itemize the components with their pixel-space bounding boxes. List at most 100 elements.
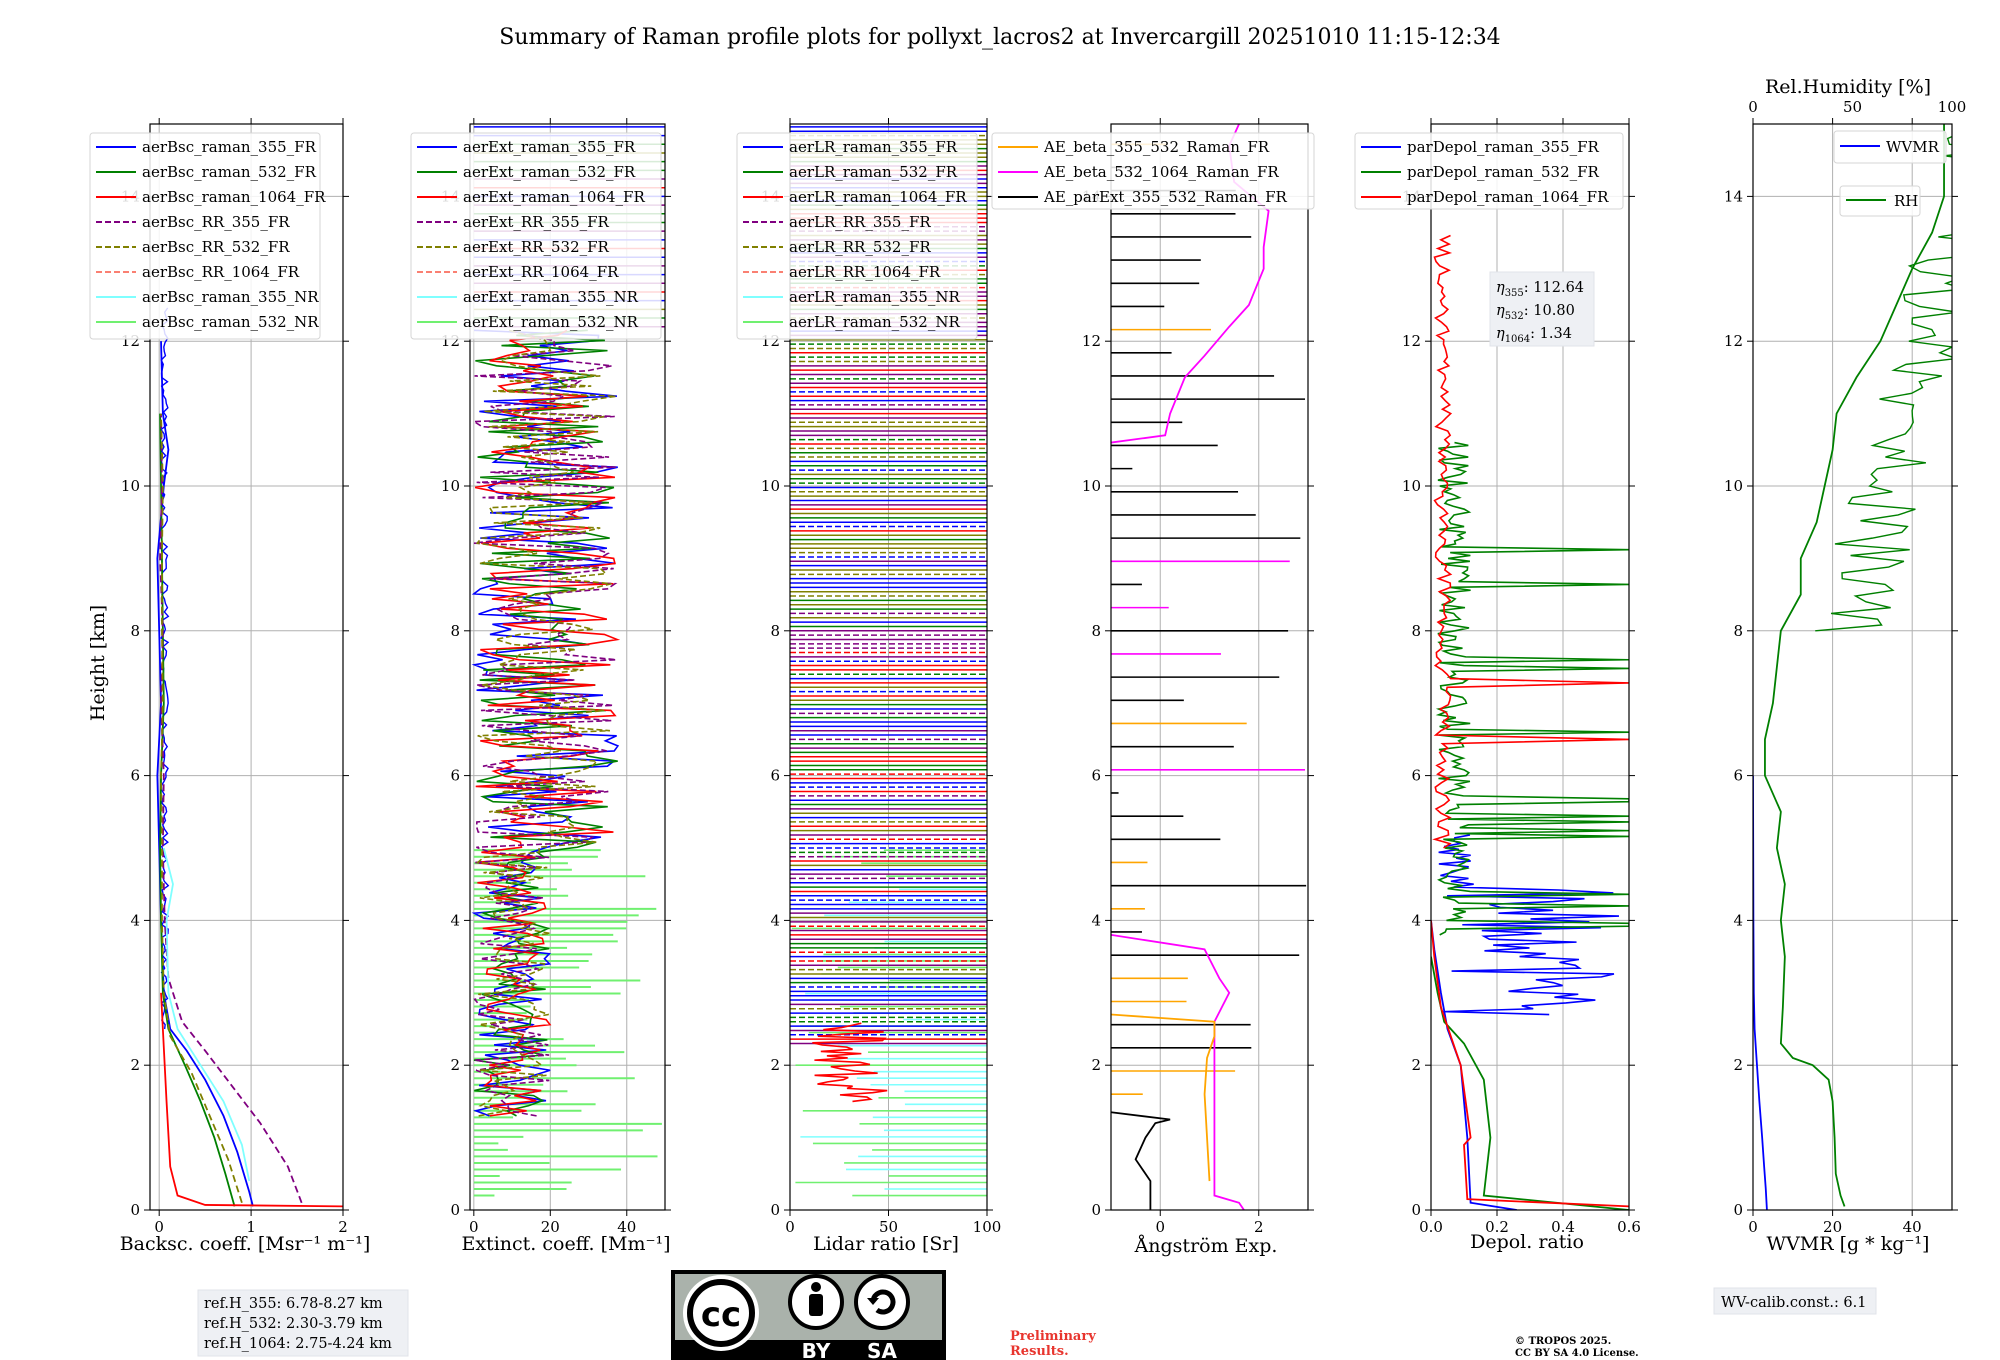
ytick-label-lr: 8	[770, 622, 780, 640]
legend-label: aerExt_RR_532_FR	[463, 238, 610, 256]
legend-label: aerBsc_raman_532_FR	[142, 163, 317, 181]
legend-label: AE_beta_355_532_Raman_FR	[1043, 138, 1270, 156]
ytick-label-wv: 4	[1733, 911, 1743, 929]
person-icon	[811, 1282, 821, 1292]
panel-depolarization: 0.00.20.40.602468101214parDepol_raman_35…	[1354, 118, 1641, 1236]
xtick-label-ext: 40	[617, 1218, 636, 1236]
rh-noise	[1815, 135, 1952, 632]
legend-depol: parDepol_raman_355_FR parDepol_raman_532_…	[1354, 132, 1624, 210]
depol-eta-box: η355: 112.64 η532: 10.80 η1064: 1.34	[1489, 271, 1595, 347]
ylabel-height: Height [km]	[87, 605, 109, 721]
depol-red-noise	[1432, 234, 1629, 849]
ytick-label-ae: 6	[1091, 767, 1101, 785]
xtick-label-ext: 20	[541, 1218, 560, 1236]
ytick-label-wv: 10	[1724, 477, 1743, 495]
ytick-label-lr: 4	[770, 911, 780, 929]
preliminary-line2: Results.	[1010, 1344, 1069, 1359]
xtick-label-lr: 100	[973, 1218, 1002, 1236]
legend-label: aerBsc_RR_532_FR	[142, 238, 290, 256]
legend-label: aerLR_raman_355_FR	[789, 138, 958, 156]
ytick-label-depol: 6	[1411, 767, 1421, 785]
ext-series-purple	[471, 329, 618, 1117]
series-AE_beta_532_1064_Raman_FR	[1111, 933, 1245, 1210]
eta1064-value: 1.34	[1540, 326, 1572, 342]
ytick-label-ext: 6	[450, 767, 460, 785]
ytick-label-depol: 8	[1411, 622, 1421, 640]
panel-angstrom: 0202468101214AE_beta_355_532_Raman_FRAE_…	[991, 118, 1315, 1236]
xlabel-depol: Depol. ratio	[1470, 1231, 1584, 1253]
depol-green-noise	[1435, 441, 1629, 936]
panel-lidar-ratio: 05010002468101214aerLR_raman_355_FRaerLR…	[736, 118, 1002, 1236]
ytick-label-ae: 4	[1091, 911, 1101, 929]
top-xtick-label: 100	[1938, 98, 1967, 116]
legend-label: AE_beta_532_1064_Raman_FR	[1043, 163, 1279, 181]
license-sa: SA	[867, 1339, 897, 1360]
depol-blue-noise	[1438, 834, 1620, 1016]
legend-label: aerExt_RR_1064_FR	[463, 263, 619, 281]
axes-frame	[149, 123, 344, 1211]
xtick-label-depol: 0.4	[1551, 1218, 1575, 1236]
xlabel-lr: Lidar ratio [Sr]	[813, 1233, 959, 1255]
series-RH	[1764, 124, 1945, 1207]
axes-frame	[1110, 123, 1309, 1211]
legend-label: aerBsc_raman_1064_FR	[142, 188, 326, 206]
chart-title: Summary of Raman profile plots for polly…	[499, 25, 1500, 50]
series-WVMR	[1753, 775, 1768, 1210]
series-aerBsc_raman_355_NR	[162, 847, 251, 1182]
ytick-label-lr: 10	[761, 477, 780, 495]
xtick-label-ae: 2	[1254, 1218, 1264, 1236]
series-aerBsc_RR_355_FR	[159, 413, 303, 1204]
xtick-label-wv: 0	[1748, 1218, 1758, 1236]
ytick-label-ext: 2	[450, 1056, 460, 1074]
panel-backscatter: 01202468101214aerBsc_raman_355_FRaerBsc_…	[89, 118, 349, 1236]
legend-label: parDepol_raman_1064_FR	[1407, 188, 1609, 206]
legend-label: WVMR	[1886, 138, 1940, 156]
eta532-label: η532: 10.80	[1496, 303, 1575, 322]
ytick-label-wv: 14	[1724, 187, 1743, 205]
ytick-label-depol: 4	[1411, 911, 1421, 929]
ytick-label-bsc: 6	[130, 767, 140, 785]
ytick-label-wv: 2	[1733, 1056, 1743, 1074]
axes-frame	[1752, 123, 1953, 1211]
series-parDepol_raman_532_FR	[1431, 956, 1629, 1210]
ytick-label-ae: 2	[1091, 1056, 1101, 1074]
xtick-label-depol: 0.2	[1485, 1218, 1509, 1236]
series-parDepol_raman_1064_FR	[1431, 920, 1629, 1208]
ytick-label-depol: 10	[1402, 477, 1421, 495]
legend-label: aerExt_raman_355_FR	[463, 138, 636, 156]
xlabel-bsc: Backsc. coeff. [Msr⁻¹ m⁻¹]	[120, 1233, 371, 1255]
axes-frame	[469, 123, 666, 1211]
xtick-label-ext: 0	[469, 1218, 479, 1236]
xtick-label-lr: 50	[879, 1218, 898, 1236]
series-aerBsc_raman_532_FR	[159, 413, 236, 1207]
cc-glyph: cc	[701, 1295, 741, 1335]
ext-series-olive	[475, 329, 617, 1117]
legend-bsc: aerBsc_raman_355_FR aerBsc_raman_532_FRae…	[89, 132, 326, 340]
ytick-label-depol: 12	[1402, 332, 1421, 350]
legend-label: aerLR_raman_1064_FR	[789, 188, 967, 206]
ytick-label-ext: 0	[450, 1201, 460, 1219]
legend-ext: aerExt_raman_355_FR aerExt_raman_532_FRae…	[410, 132, 662, 340]
share-alike-icon	[870, 1289, 896, 1315]
xtick-label-depol: 0.0	[1419, 1218, 1443, 1236]
refh-1064: ref.H_1064: 2.75-4.24 km	[204, 1336, 392, 1352]
legend-ae: AE_beta_355_532_Raman_FR AE_beta_532_1064…	[991, 132, 1315, 210]
series-aerBsc_raman_1064_FR	[160, 992, 343, 1208]
legend-label: aerExt_raman_1064_FR	[463, 188, 645, 206]
eta532-value: 10.80	[1533, 303, 1575, 319]
eta1064-label: η1064: 1.34	[1496, 326, 1572, 345]
top-xlabel-rh: Rel.Humidity [%]	[1765, 76, 1931, 98]
ytick-label-ext: 4	[450, 911, 460, 929]
ytick-label-bsc: 0	[130, 1201, 140, 1219]
legend-label: aerExt_raman_532_FR	[463, 163, 636, 181]
legend-label: aerBsc_raman_532_NR	[142, 313, 319, 331]
refh-355: ref.H_355: 6.78-8.27 km	[204, 1296, 383, 1312]
eta355-label: η355: 112.64	[1496, 280, 1584, 299]
legend-label: aerBsc_raman_355_FR	[142, 138, 317, 156]
legend-label: aerLR_RR_1064_FR	[789, 263, 941, 281]
ytick-label-bsc: 10	[121, 477, 140, 495]
ytick-label-bsc: 4	[130, 911, 140, 929]
top-xtick-label: 50	[1843, 98, 1862, 116]
ytick-label-ext: 10	[441, 477, 460, 495]
